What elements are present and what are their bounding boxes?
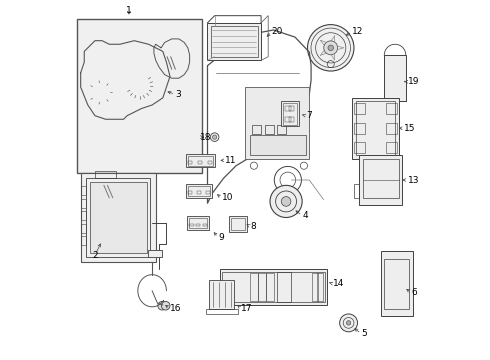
Circle shape: [137, 83, 142, 88]
FancyBboxPatch shape: [245, 87, 309, 158]
Circle shape: [388, 296, 392, 300]
Text: 12: 12: [352, 27, 364, 36]
Circle shape: [394, 267, 399, 271]
Circle shape: [402, 296, 406, 300]
Circle shape: [328, 45, 334, 51]
Circle shape: [402, 267, 406, 271]
FancyBboxPatch shape: [281, 102, 298, 126]
Text: 7: 7: [306, 111, 312, 120]
Circle shape: [340, 314, 358, 332]
Text: 3: 3: [175, 90, 181, 99]
Text: 2: 2: [92, 251, 98, 260]
Circle shape: [161, 301, 170, 310]
Circle shape: [230, 283, 239, 292]
FancyBboxPatch shape: [209, 280, 234, 309]
Text: 14: 14: [333, 279, 344, 288]
FancyBboxPatch shape: [250, 135, 306, 155]
Circle shape: [270, 185, 302, 217]
Circle shape: [281, 197, 291, 206]
Circle shape: [391, 277, 403, 290]
FancyBboxPatch shape: [90, 182, 147, 253]
Circle shape: [213, 135, 217, 139]
FancyBboxPatch shape: [207, 23, 261, 60]
FancyBboxPatch shape: [381, 251, 413, 316]
Text: 11: 11: [225, 156, 237, 165]
Text: 18: 18: [200, 132, 212, 141]
Text: 1: 1: [126, 6, 132, 15]
Circle shape: [324, 41, 338, 55]
FancyBboxPatch shape: [186, 184, 212, 198]
Text: 5: 5: [361, 329, 367, 338]
Text: 6: 6: [411, 288, 417, 297]
FancyBboxPatch shape: [352, 98, 398, 158]
FancyBboxPatch shape: [186, 154, 215, 167]
Text: 4: 4: [302, 211, 308, 220]
Text: 9: 9: [218, 233, 224, 242]
Circle shape: [388, 267, 392, 271]
Text: 20: 20: [272, 27, 283, 36]
Text: 8: 8: [250, 222, 256, 231]
Circle shape: [346, 321, 351, 325]
Text: 10: 10: [222, 193, 233, 202]
Circle shape: [308, 24, 354, 71]
FancyBboxPatch shape: [148, 249, 162, 257]
FancyBboxPatch shape: [229, 216, 247, 232]
FancyBboxPatch shape: [187, 216, 209, 230]
Circle shape: [158, 301, 167, 310]
Text: 19: 19: [408, 77, 419, 86]
Circle shape: [297, 283, 307, 292]
FancyBboxPatch shape: [384, 55, 406, 102]
FancyBboxPatch shape: [220, 269, 327, 305]
Circle shape: [394, 296, 399, 300]
Text: 16: 16: [170, 304, 181, 313]
Circle shape: [134, 80, 145, 91]
Text: 13: 13: [408, 176, 419, 185]
Text: 15: 15: [404, 124, 416, 133]
FancyBboxPatch shape: [359, 155, 402, 205]
FancyBboxPatch shape: [81, 173, 156, 262]
FancyBboxPatch shape: [77, 19, 202, 173]
Circle shape: [210, 133, 219, 141]
Text: 17: 17: [242, 304, 253, 313]
